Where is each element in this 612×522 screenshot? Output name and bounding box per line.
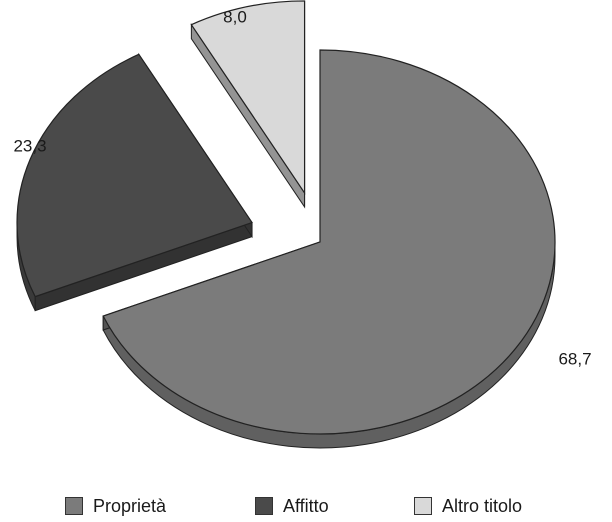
legend-item-altro-titolo: Altro titolo: [414, 490, 522, 522]
legend-item-affitto: Affitto: [255, 490, 329, 522]
legend-swatch-altro-titolo: [414, 497, 432, 515]
data-label-altro-titolo: 8,0: [223, 7, 247, 26]
legend-label-altro-titolo: Altro titolo: [442, 495, 523, 516]
legend-item-proprieta: Proprietà: [65, 490, 166, 522]
data-label-affitto: 23,3: [13, 136, 46, 155]
legend-swatch-proprieta: [65, 497, 83, 515]
slice-proprieta: [102, 49, 556, 435]
legend-label-proprieta: Proprietà: [93, 495, 167, 516]
data-label-proprieta: 68,7: [558, 349, 591, 368]
slice-affitto: [16, 53, 253, 298]
slice-altro-titolo: [190, 0, 306, 195]
chart-legend: Proprietà Affitto Altro titolo: [0, 490, 612, 522]
legend-swatch-affitto: [255, 497, 273, 515]
legend-label-affitto: Affitto: [283, 495, 329, 516]
